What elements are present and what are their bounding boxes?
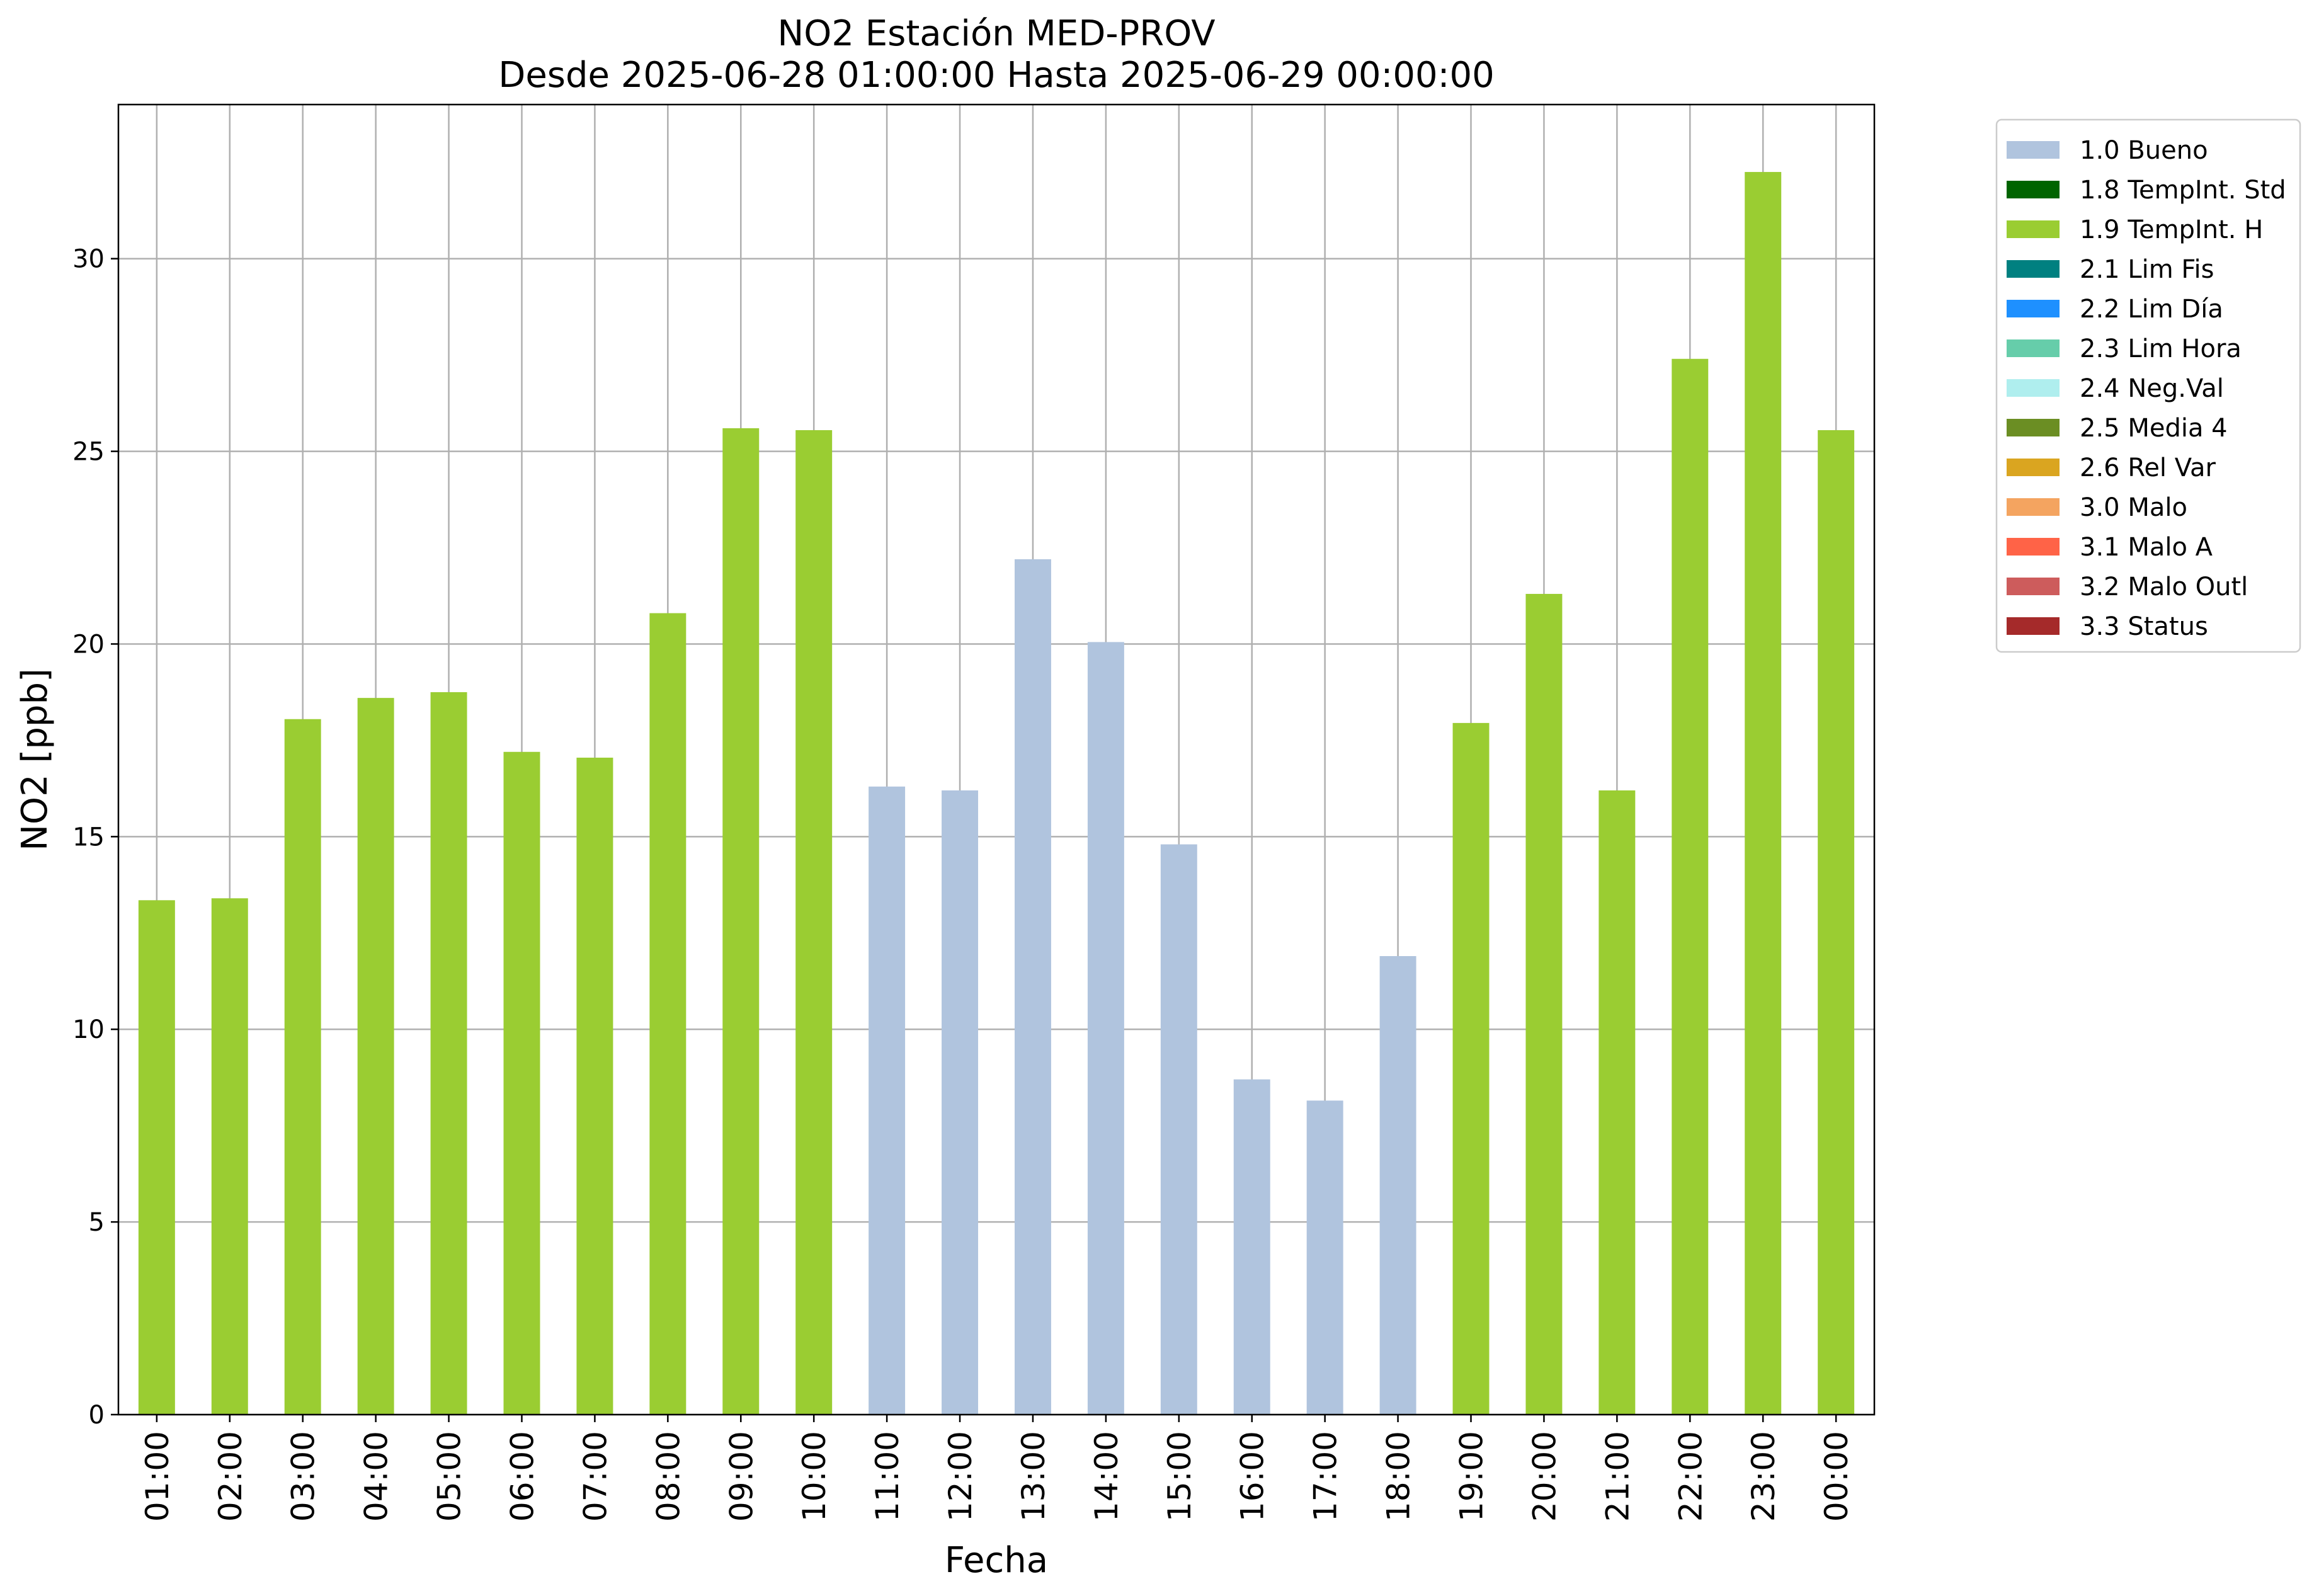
x-tick-label: 15:00 [1161, 1431, 1198, 1522]
bar-21:00 [1598, 790, 1636, 1415]
bar-02:00 [211, 898, 248, 1415]
y-tick-label: 30 [72, 245, 105, 274]
x-tick-label: 14:00 [1088, 1431, 1125, 1522]
y-tick-label: 20 [72, 630, 105, 659]
bar-13:00 [1014, 559, 1051, 1415]
bar-15:00 [1160, 844, 1197, 1415]
chart-title: NO2 Estación MED-PROV [777, 13, 1215, 54]
bar-12:00 [942, 790, 979, 1415]
legend-swatch-3.0 [2007, 498, 2060, 516]
bar-16:00 [1233, 1079, 1270, 1415]
x-tick-label: 16:00 [1234, 1431, 1271, 1522]
bar-11:00 [869, 786, 906, 1415]
x-tick-label: 23:00 [1745, 1431, 1782, 1522]
x-tick-label: 09:00 [723, 1431, 760, 1522]
x-tick-label: 17:00 [1308, 1431, 1344, 1522]
y-tick-label: 5 [89, 1208, 105, 1237]
legend-label-1.0: 1.0 Bueno [2080, 136, 2208, 165]
y-tick-label: 0 [89, 1401, 105, 1430]
legend-swatch-2.4 [2007, 379, 2060, 397]
legend-swatch-1.9 [2007, 220, 2060, 238]
x-tick-label: 05:00 [431, 1431, 468, 1522]
x-axis-ticks: 01:00 02:00 03:00 04:00 05:00 06:00 07:00 08:00… [139, 1415, 1855, 1522]
legend-label-2.2: 2.2 Lim Día [2080, 295, 2223, 324]
x-tick-label: 01:00 [139, 1431, 176, 1522]
legend-swatch-1.8 [2007, 181, 2060, 198]
x-tick-label: 03:00 [285, 1431, 322, 1522]
legend-label-3.3: 3.3 Status [2080, 612, 2208, 641]
bar-00:00 [1818, 430, 1855, 1415]
legend-label-2.1: 2.1 Lim Fis [2080, 255, 2214, 284]
x-tick-label: 10:00 [796, 1431, 833, 1522]
legend-label-2.3: 2.3 Lim Hora [2080, 334, 2242, 363]
y-tick-label: 25 [72, 438, 105, 467]
x-tick-label: 20:00 [1526, 1431, 1563, 1522]
bar-22:00 [1672, 358, 1709, 1415]
legend-swatch-3.1 [2007, 538, 2060, 556]
bar-05:00 [430, 692, 467, 1415]
y-axis-ticks: 0 5 10 15 20 25 30 [72, 245, 118, 1430]
bar-03:00 [284, 719, 321, 1415]
x-tick-label: 19:00 [1454, 1431, 1490, 1522]
x-axis-label: Fecha [945, 1540, 1048, 1581]
x-tick-label: 12:00 [942, 1431, 979, 1522]
legend-label-2.5: 2.5 Media 4 [2080, 414, 2228, 443]
legend-swatch-3.3 [2007, 617, 2060, 635]
x-tick-label: 08:00 [650, 1431, 687, 1522]
bar-04:00 [357, 698, 394, 1415]
x-tick-label: 04:00 [358, 1431, 395, 1522]
legend-swatch-2.6 [2007, 459, 2060, 476]
x-tick-label: 18:00 [1381, 1431, 1417, 1522]
x-tick-label: 13:00 [1015, 1431, 1052, 1522]
chart-subtitle: Desde 2025-06-28 01:00:00 Hasta 2025-06-… [498, 55, 1495, 96]
x-tick-label: 07:00 [577, 1431, 613, 1522]
bar-20:00 [1525, 593, 1563, 1415]
bar-19:00 [1452, 722, 1490, 1415]
bar-23:00 [1745, 172, 1782, 1415]
bar-10:00 [795, 430, 833, 1415]
legend-swatch-2.1 [2007, 260, 2060, 278]
bars [138, 172, 1855, 1415]
bar-06:00 [503, 751, 540, 1415]
legend-label-1.9: 1.9 TempInt. H [2080, 215, 2263, 244]
y-tick-label: 15 [72, 823, 105, 852]
legend-swatch-2.2 [2007, 300, 2060, 317]
legend-label-3.1: 3.1 Malo A [2080, 533, 2213, 562]
bar-07:00 [576, 757, 613, 1415]
legend-swatch-1.0 [2007, 141, 2060, 159]
bar-01:00 [138, 900, 175, 1415]
legend-swatch-2.3 [2007, 339, 2060, 357]
legend: 1.0 Bueno 1.8 TempInt. Std 1.9 TempInt. H 2… [1995, 118, 2301, 653]
bar-09:00 [722, 428, 760, 1415]
x-tick-label: 21:00 [1599, 1431, 1636, 1522]
x-tick-label: 06:00 [504, 1431, 540, 1522]
bar-14:00 [1087, 642, 1124, 1415]
plot-frame [117, 103, 1876, 1416]
legend-label-1.8: 1.8 TempInt. Std [2080, 176, 2286, 205]
legend-label-2.4: 2.4 Neg.Val [2080, 374, 2224, 403]
legend-label-3.2: 3.2 Malo Outl [2080, 573, 2248, 601]
bar-17:00 [1306, 1100, 1343, 1415]
bar-08:00 [649, 613, 687, 1415]
x-tick-label: 11:00 [869, 1431, 906, 1522]
legend-swatch-3.2 [2007, 578, 2060, 595]
legend-label-2.6: 2.6 Rel Var [2080, 453, 2216, 482]
x-tick-label: 02:00 [212, 1431, 249, 1522]
bar-18:00 [1379, 956, 1416, 1415]
x-tick-label: 22:00 [1672, 1431, 1709, 1522]
y-tick-label: 10 [72, 1015, 105, 1044]
legend-box [1995, 118, 2301, 653]
y-axis-label: NO2 [ppb] [14, 668, 55, 851]
legend-label-3.0: 3.0 Malo [2080, 493, 2187, 522]
legend-swatch-2.5 [2007, 419, 2060, 436]
x-tick-label: 00:00 [1818, 1431, 1855, 1522]
